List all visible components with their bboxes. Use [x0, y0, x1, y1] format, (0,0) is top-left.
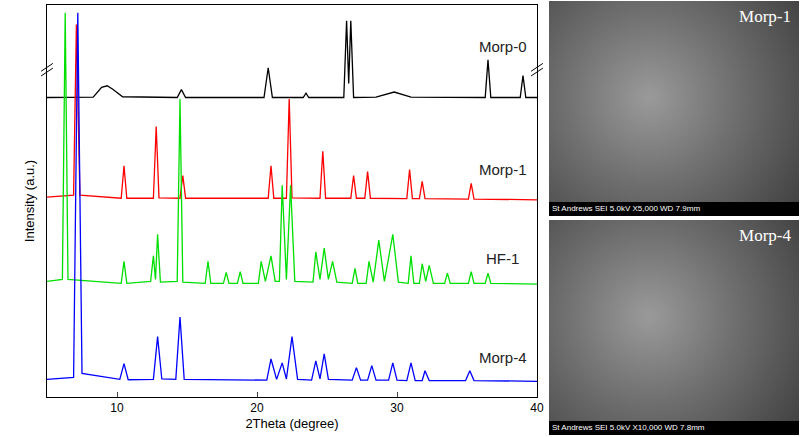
svg-text:10: 10: [110, 401, 124, 415]
svg-text:Intensity (a.u.): Intensity (a.u.): [22, 160, 37, 242]
svg-text:20: 20: [250, 401, 264, 415]
svg-text:HF-1: HF-1: [486, 250, 519, 267]
html-text:St Andrews SEI 5.0kV X5,000 WD: St Andrews SEI 5.0kV X5,000 WD 7.9mm: [552, 204, 701, 213]
svg-text:Morp-0: Morp-0: [479, 38, 527, 55]
html-text:St Andrews SEI 5.0kV X10,000 W: St Andrews SEI 5.0kV X10,000 WD 7.8mm: [552, 423, 705, 432]
svg-text:40: 40: [530, 401, 544, 415]
html-text:Morp-1: Morp-1: [739, 7, 791, 26]
svg-text:2Theta (degree): 2Theta (degree): [245, 416, 338, 431]
html-text:Morp-4: Morp-4: [739, 226, 791, 245]
svg-text:30: 30: [390, 401, 404, 415]
svg-text:Morp-1: Morp-1: [479, 161, 527, 178]
svg-text:Morp-4: Morp-4: [479, 349, 527, 366]
